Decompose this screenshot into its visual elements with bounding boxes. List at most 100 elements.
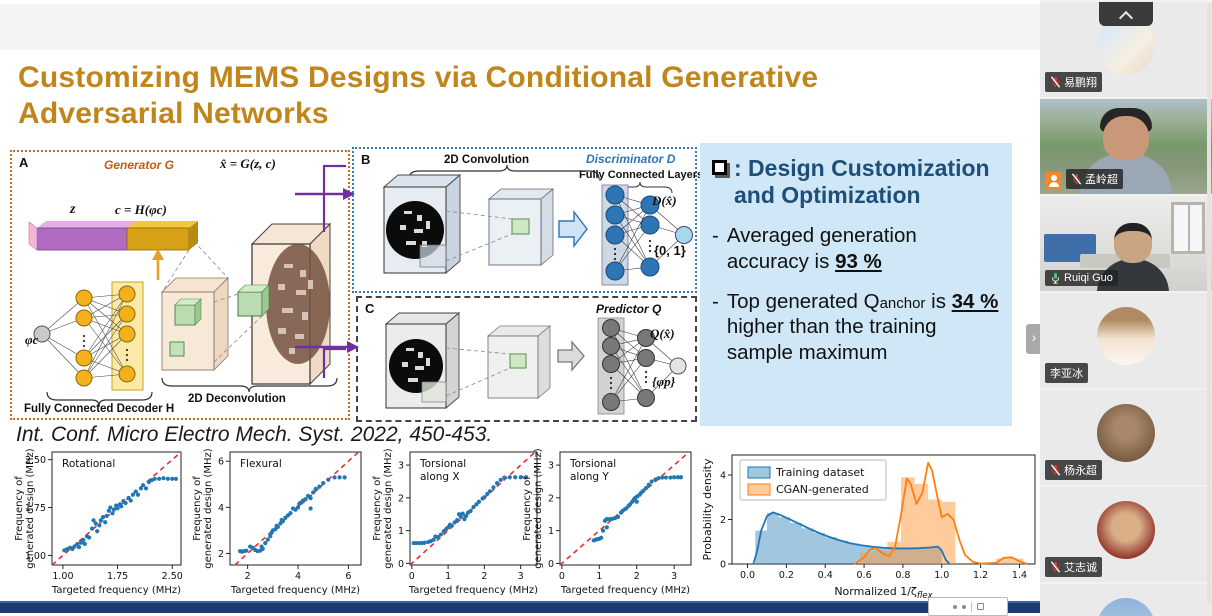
- shadowed-square-icon: [712, 160, 727, 175]
- scatter-plot-torsional-x: 0 1 2 3 0 1 2 3 Torsional along X Targeted frequen…: [370, 448, 542, 600]
- svg-text:0: 0: [548, 559, 554, 570]
- bullet-accuracy-text: Averaged generation accuracy is 93 %: [726, 224, 917, 273]
- svg-text:1: 1: [548, 526, 554, 537]
- svg-text:0: 0: [398, 559, 404, 570]
- infobox-heading: : Design Customization and Optimization: [712, 155, 1002, 209]
- participant-tile[interactable]: 杨永超: [1040, 390, 1212, 485]
- svg-text:Targeted frequency (MHz): Targeted frequency (MHz): [408, 585, 538, 596]
- svg-text:4: 4: [218, 503, 224, 514]
- participant-tile[interactable]: [1040, 584, 1212, 616]
- avatar: [1097, 598, 1155, 616]
- latent-z-label: z: [70, 202, 76, 217]
- svg-text:3: 3: [518, 571, 524, 582]
- deconvolution-label: 2D Deconvolution: [188, 393, 286, 405]
- citation: Int. Conf. Micro Electro Mech. Syst. 202…: [16, 423, 493, 446]
- svg-text:0: 0: [720, 560, 726, 571]
- svg-text:generated design (MHz): generated design (MHz): [533, 448, 544, 568]
- svg-text:1: 1: [445, 571, 451, 582]
- svg-text:0.4: 0.4: [818, 570, 833, 581]
- svg-text:Targeted frequency (MHz): Targeted frequency (MHz): [560, 585, 690, 596]
- svg-text:Flexural: Flexural: [240, 458, 282, 470]
- convolution-label: 2D Convolution: [444, 154, 529, 166]
- participant-name-tag: Ruiqi Guo: [1045, 270, 1118, 286]
- density-plot-quality-factor: 0.0 0.2 0.4 0.6 0.8 1.0 1.2 1.4 0 2 4 Training data…: [700, 449, 1040, 601]
- mic-muted-icon: [1050, 464, 1061, 476]
- controls-dot-icon: [961, 604, 966, 609]
- svg-text:1: 1: [596, 571, 602, 582]
- slideshow-controls[interactable]: [928, 597, 1008, 616]
- svg-text:0.8: 0.8: [895, 570, 910, 581]
- svg-text:1.75: 1.75: [25, 503, 46, 514]
- panel-b-label: B: [361, 152, 371, 167]
- svg-text:Rotational: Rotational: [62, 458, 115, 470]
- discriminator-diagram: [382, 164, 693, 286]
- participant-name-tag: 杨永超: [1045, 460, 1102, 480]
- svg-text:1: 1: [398, 526, 404, 537]
- svg-text:generated design (MHz): generated design (MHz): [25, 448, 36, 568]
- participant-video: [1040, 196, 1212, 291]
- svg-text:generated design (MHz): generated design (MHz): [203, 448, 214, 568]
- svg-text:Targeted frequency (MHz): Targeted frequency (MHz): [230, 585, 360, 596]
- q-improvement-value: 34 %: [951, 289, 999, 313]
- person-icon: [1045, 172, 1062, 189]
- participant-name-tag: 艾志诚: [1045, 557, 1102, 577]
- participants-sidebar: 易鹏翔 孟岭超: [1040, 0, 1212, 616]
- controls-dot-icon: [952, 604, 957, 609]
- participant-tile[interactable]: 艾志诚: [1040, 487, 1212, 582]
- participant-name-tag: 李亚冰: [1045, 363, 1088, 383]
- sidebar-collapse-handle[interactable]: [1026, 324, 1042, 354]
- svg-text:0: 0: [409, 571, 415, 582]
- svg-text:2.50: 2.50: [162, 571, 183, 582]
- svg-text:3: 3: [548, 461, 554, 472]
- participant-tile[interactable]: 易鹏翔: [1040, 2, 1212, 97]
- discriminator-title: Discriminator D: [586, 152, 676, 166]
- svg-text:3: 3: [671, 571, 677, 582]
- svg-text:Training dataset: Training dataset: [775, 466, 865, 479]
- screen-top-band: [0, 4, 1040, 50]
- shared-screen-area: Customizing MEMS Designs via Conditional…: [0, 0, 1040, 616]
- svg-text:Torsional: Torsional: [419, 458, 466, 470]
- svg-text:Frequency of: Frequency of: [372, 476, 383, 541]
- svg-text:2: 2: [218, 549, 224, 560]
- generator-diagram: [28, 164, 346, 407]
- svg-text:3: 3: [398, 461, 404, 472]
- bullet-q-anchor-text: Top generated Qanchor is 34 % higher tha…: [726, 289, 999, 364]
- scatter-plot-torsional-y: 0 1 2 3 0 1 2 3 Torsional along Y Targeted frequen…: [520, 448, 696, 600]
- predictor-output-set: {φp}: [652, 374, 676, 389]
- svg-text:Probability density: Probability density: [701, 458, 714, 560]
- slide-title: Customizing MEMS Designs via Conditional…: [18, 61, 819, 130]
- svg-text:2: 2: [548, 493, 554, 504]
- svg-text:1.00: 1.00: [25, 551, 46, 562]
- generator-output-formula: x̂ = G(z, c): [220, 156, 276, 171]
- slide-footer-bar: [0, 601, 1040, 613]
- avatar: [1097, 404, 1155, 462]
- chevron-up-icon[interactable]: [1099, 2, 1153, 26]
- svg-text:0.0: 0.0: [740, 570, 755, 581]
- controls-divider: [970, 601, 972, 612]
- svg-text:1.2: 1.2: [973, 570, 988, 581]
- q-anchor-subscript: anchor: [879, 294, 926, 312]
- mic-muted-icon: [1050, 561, 1061, 573]
- svg-text:Frequency of: Frequency of: [522, 476, 533, 541]
- svg-text:6: 6: [218, 457, 224, 468]
- discriminator-panel: B 2D Convolution Discriminator D Fully C…: [352, 147, 703, 293]
- participant-tile[interactable]: 李亚冰: [1040, 293, 1212, 388]
- controls-square-icon: [976, 603, 984, 610]
- svg-text:Torsional: Torsional: [569, 458, 616, 470]
- svg-text:1.00: 1.00: [52, 571, 73, 582]
- svg-text:2: 2: [634, 571, 640, 582]
- bullet-q-anchor: - Top generated Qanchor is 34 % higher t…: [712, 289, 1002, 366]
- participant-tile[interactable]: 孟岭超: [1040, 99, 1212, 194]
- svg-text:0: 0: [559, 571, 565, 582]
- panel-c-label: C: [365, 301, 375, 316]
- phi-c-label: φc: [25, 332, 39, 347]
- avatar: [1097, 501, 1155, 559]
- discriminator-output-formula: D(x̂): [652, 193, 677, 208]
- svg-text:generated design (MHz): generated design (MHz): [383, 448, 394, 568]
- participant-tile-active-speaker[interactable]: Ruiqi Guo: [1040, 196, 1212, 291]
- fully-connected-layers-label: Fully Connected Layers: [579, 169, 704, 181]
- svg-text:0.2: 0.2: [779, 570, 794, 581]
- scatter-plot-rotational: 1.00 1.75 2.50 1.00 1.75 2.50 Rotational Target…: [12, 448, 186, 600]
- svg-text:4: 4: [720, 471, 726, 482]
- participant-name-tag: 孟岭超: [1066, 169, 1123, 189]
